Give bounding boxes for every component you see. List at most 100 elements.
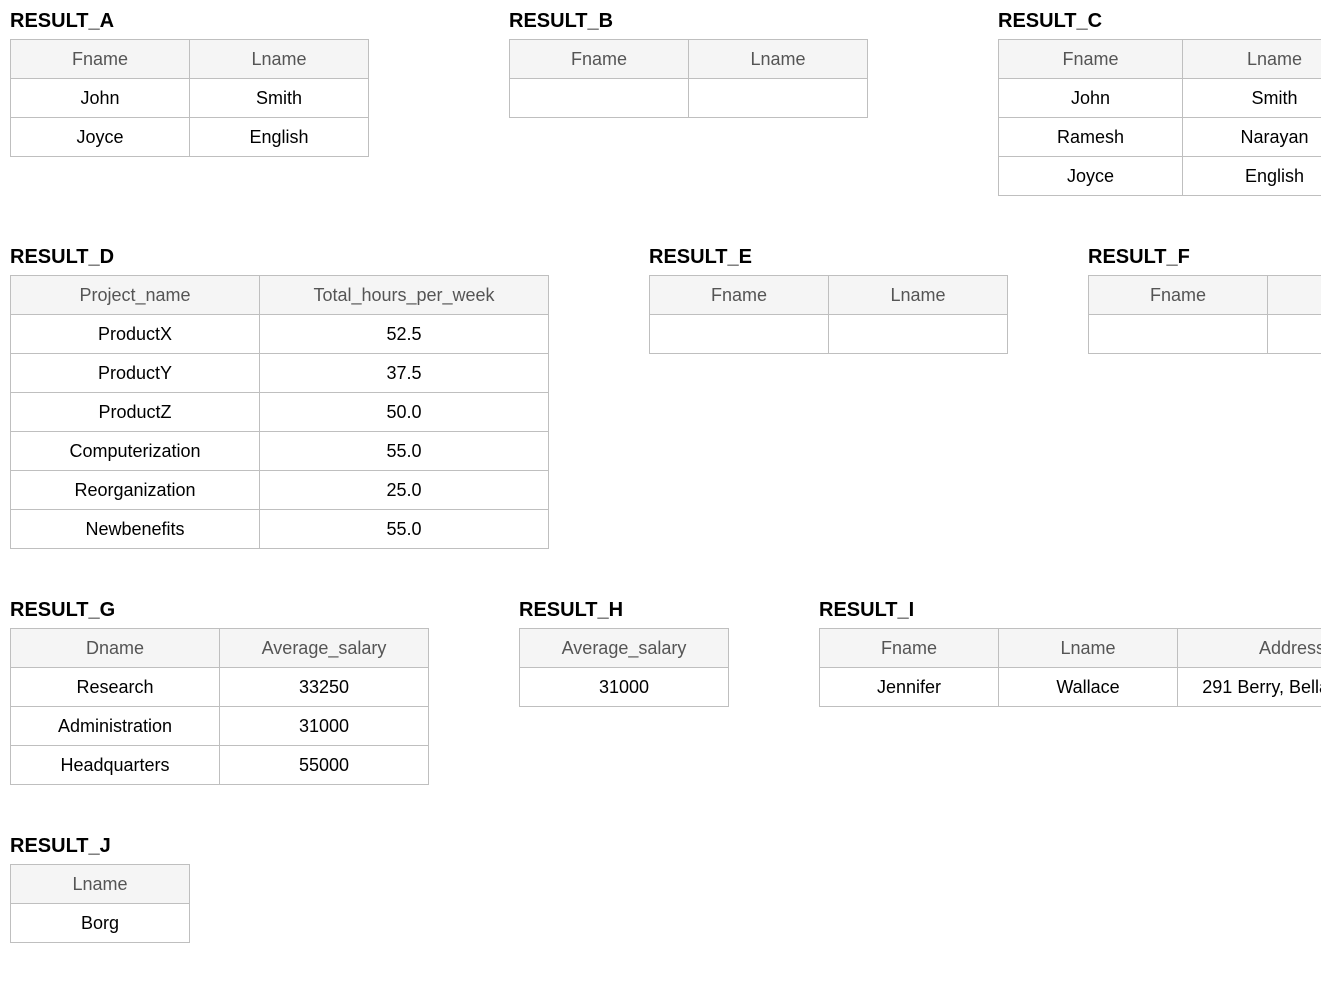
table-row: ProductX52.5 (11, 315, 549, 354)
column-header: Address (1178, 629, 1321, 668)
table-result-e: FnameLname (649, 275, 1008, 354)
title-result-d: RESULT_D (10, 246, 549, 269)
block-result-g: RESULT_G DnameAverage_salaryResearch3325… (10, 599, 429, 785)
table-result-f: FnameLname (1088, 275, 1321, 354)
table-row: Borg (11, 904, 190, 943)
table-cell: Computerization (11, 432, 260, 471)
table-result-a: FnameLnameJohnSmithJoyceEnglish (10, 39, 369, 157)
table-cell: 50.0 (260, 393, 549, 432)
column-header: Project_name (11, 276, 260, 315)
title-result-e: RESULT_E (649, 246, 1008, 269)
column-header: Dname (11, 629, 220, 668)
table-cell: Joyce (999, 157, 1183, 196)
column-header: Lname (999, 629, 1178, 668)
column-header: Lname (190, 40, 369, 79)
table-row: ProductY37.5 (11, 354, 549, 393)
table-cell: 33250 (220, 668, 429, 707)
table-row: JohnSmith (999, 79, 1321, 118)
table-row (510, 79, 868, 118)
block-result-d: RESULT_D Project_nameTotal_hours_per_wee… (10, 246, 549, 549)
title-result-c: RESULT_C (998, 10, 1321, 33)
column-header: Lname (1183, 40, 1321, 79)
block-result-e: RESULT_E FnameLname (649, 246, 1008, 354)
table-cell: 55.0 (260, 432, 549, 471)
table-cell: Jennifer (820, 668, 999, 707)
column-header: Average_salary (220, 629, 429, 668)
table-cell: 31000 (220, 707, 429, 746)
table-cell (1268, 315, 1321, 354)
table-cell: Headquarters (11, 746, 220, 785)
title-result-a: RESULT_A (10, 10, 369, 33)
block-result-c: RESULT_C FnameLnameJohnSmithRameshNaraya… (998, 10, 1321, 196)
block-result-b: RESULT_B FnameLname (509, 10, 868, 118)
table-result-c: FnameLnameJohnSmithRameshNarayanJoyceEng… (998, 39, 1321, 196)
title-result-b: RESULT_B (509, 10, 868, 33)
table-cell (1089, 315, 1268, 354)
table-row: Reorganization25.0 (11, 471, 549, 510)
table-row: RameshNarayan (999, 118, 1321, 157)
block-result-h: RESULT_H Average_salary31000 (519, 599, 729, 707)
column-header: Fname (1089, 276, 1268, 315)
table-cell (829, 315, 1008, 354)
table-row: JoyceEnglish (11, 118, 369, 157)
table-row (650, 315, 1008, 354)
block-result-a: RESULT_A FnameLnameJohnSmithJoyceEnglish (10, 10, 369, 157)
table-cell: 291 Berry, Bellaire, TX (1178, 668, 1321, 707)
table-row: 31000 (520, 668, 729, 707)
table-cell: 25.0 (260, 471, 549, 510)
title-result-f: RESULT_F (1088, 246, 1321, 269)
column-header: Fname (11, 40, 190, 79)
table-result-h: Average_salary31000 (519, 628, 729, 707)
column-header: Average_salary (520, 629, 729, 668)
table-cell: English (1183, 157, 1321, 196)
table-row: Newbenefits55.0 (11, 510, 549, 549)
column-header: Lname (1268, 276, 1321, 315)
table-cell: Administration (11, 707, 220, 746)
table-result-i: FnameLnameAddressJenniferWallace291 Berr… (819, 628, 1321, 707)
block-result-j: RESULT_J LnameBorg (10, 835, 190, 943)
block-result-f: RESULT_F FnameLname (1088, 246, 1321, 354)
column-header: Lname (11, 865, 190, 904)
table-cell: Joyce (11, 118, 190, 157)
table-cell: ProductZ (11, 393, 260, 432)
table-result-g: DnameAverage_salaryResearch33250Administ… (10, 628, 429, 785)
row-1: RESULT_A FnameLnameJohnSmithJoyceEnglish… (10, 10, 1311, 196)
table-cell: Ramesh (999, 118, 1183, 157)
block-result-i: RESULT_I FnameLnameAddressJenniferWallac… (819, 599, 1321, 707)
table-cell: John (999, 79, 1183, 118)
column-header: Fname (999, 40, 1183, 79)
table-cell: 31000 (520, 668, 729, 707)
row-2: RESULT_D Project_nameTotal_hours_per_wee… (10, 246, 1311, 549)
table-cell: Borg (11, 904, 190, 943)
table-cell: Smith (190, 79, 369, 118)
table-cell (650, 315, 829, 354)
table-cell: Narayan (1183, 118, 1321, 157)
title-result-g: RESULT_G (10, 599, 429, 622)
table-cell: Newbenefits (11, 510, 260, 549)
title-result-j: RESULT_J (10, 835, 190, 858)
table-cell: ProductX (11, 315, 260, 354)
table-cell: ProductY (11, 354, 260, 393)
table-cell: Wallace (999, 668, 1178, 707)
table-cell: Smith (1183, 79, 1321, 118)
table-cell: 52.5 (260, 315, 549, 354)
row-3: RESULT_G DnameAverage_salaryResearch3325… (10, 599, 1311, 785)
table-cell: Reorganization (11, 471, 260, 510)
column-header: Lname (829, 276, 1008, 315)
table-row: JoyceEnglish (999, 157, 1321, 196)
column-header: Fname (650, 276, 829, 315)
table-cell: 55.0 (260, 510, 549, 549)
column-header: Fname (510, 40, 689, 79)
table-row: ProductZ50.0 (11, 393, 549, 432)
table-result-b: FnameLname (509, 39, 868, 118)
column-header: Total_hours_per_week (260, 276, 549, 315)
table-cell (510, 79, 689, 118)
column-header: Lname (689, 40, 868, 79)
table-row: Headquarters55000 (11, 746, 429, 785)
table-result-d: Project_nameTotal_hours_per_weekProductX… (10, 275, 549, 549)
table-row: JohnSmith (11, 79, 369, 118)
table-cell: Research (11, 668, 220, 707)
table-row: JenniferWallace291 Berry, Bellaire, TX (820, 668, 1321, 707)
table-cell (689, 79, 868, 118)
table-row (1089, 315, 1321, 354)
